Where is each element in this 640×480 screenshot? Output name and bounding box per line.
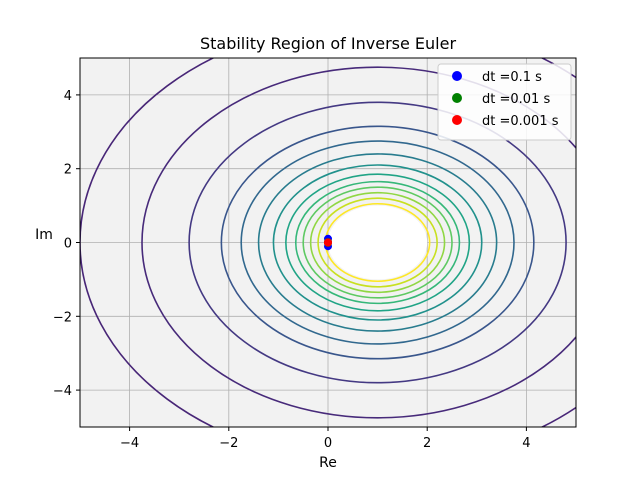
y-axis-label: Im — [35, 227, 53, 243]
legend-label: dt =0.001 s — [482, 114, 559, 129]
contour-line — [141, 66, 576, 419]
contour-line — [317, 197, 438, 288]
y-tick-label: 2 — [64, 163, 72, 178]
legend-box — [437, 63, 572, 141]
x-tick-label: 4 — [522, 436, 530, 451]
stability-points — [324, 234, 332, 251]
x-tick-label: 0 — [324, 436, 332, 451]
contour-line — [188, 101, 567, 384]
contour-line — [294, 180, 461, 305]
legend-marker — [452, 93, 462, 103]
legend-label: dt =0.01 s — [482, 92, 550, 107]
legend: dt =0.1 s dt =0.01 s dt =0.001 s — [437, 63, 572, 141]
legend-label: dt =0.1 s — [482, 70, 542, 85]
chart-title: Stability Region of Inverse Euler — [200, 34, 456, 53]
legend-marker — [452, 115, 462, 125]
y-axis-ticks: −4 −2 0 2 4 — [53, 89, 80, 399]
data-point — [324, 238, 332, 247]
contour-line — [309, 191, 446, 294]
contour-line — [272, 164, 483, 321]
y-tick-label: 0 — [64, 237, 72, 252]
y-tick-label: −4 — [53, 384, 72, 399]
x-tick-label: −4 — [120, 436, 139, 451]
contour-lines — [80, 58, 576, 427]
contour-line — [302, 186, 453, 299]
contour-line — [285, 173, 471, 312]
x-axis-ticks: −4 −2 0 2 4 — [120, 427, 531, 451]
contour-line — [220, 125, 535, 360]
y-tick-label: 4 — [64, 89, 72, 104]
contour-line — [257, 153, 498, 332]
unstable-region — [328, 205, 428, 280]
x-axis-label: Re — [319, 455, 337, 471]
legend-marker — [452, 71, 462, 81]
x-tick-label: −2 — [219, 436, 238, 451]
y-tick-label: −2 — [53, 310, 72, 325]
x-tick-label: 2 — [423, 436, 431, 451]
contour-line — [240, 140, 515, 345]
